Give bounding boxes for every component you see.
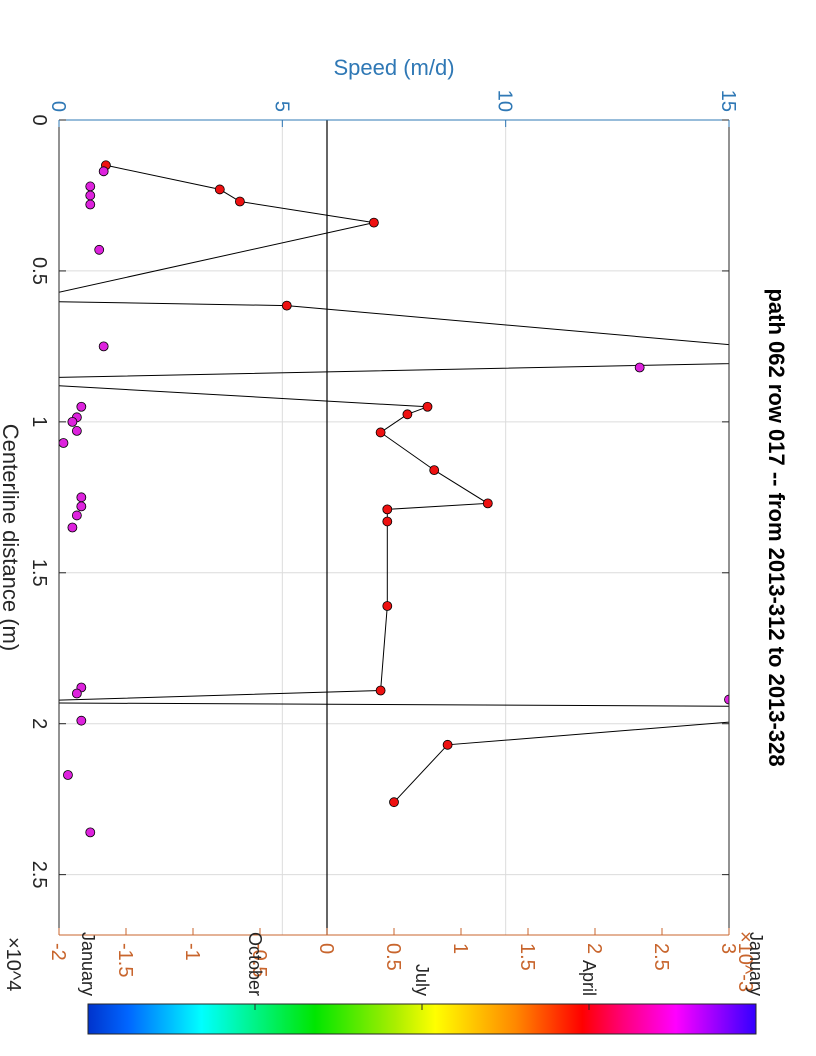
x-tick-label: 1 — [28, 416, 50, 427]
colorbar-label: January — [78, 932, 98, 996]
slope-point — [368, 217, 379, 228]
slope-point — [422, 401, 433, 412]
chart-title: path 062 row 017 -- from 2013-312 to 201… — [764, 288, 789, 766]
speed-point — [94, 244, 105, 255]
colorbar-label: April — [579, 960, 599, 996]
slope-point — [442, 739, 453, 750]
y-tick-label: 10 — [494, 90, 516, 112]
plot-area: 0 0.5 1 1.5 2 2.5 Centerline distance (m) ×10^4… — [0, 55, 789, 1035]
x-tick-label: 2 — [28, 718, 50, 729]
slope-point — [382, 504, 393, 515]
x-axis-label: Centerline distance (m) — [0, 424, 23, 651]
y2-tick-label: 1 — [449, 943, 471, 954]
y-tick-label: 0 — [47, 101, 69, 112]
speed-point — [76, 492, 87, 503]
y2-tick-label: 0.5 — [382, 943, 404, 971]
slope-point — [281, 300, 292, 311]
speed-point — [63, 770, 73, 780]
speed-point — [67, 416, 78, 427]
speed-point — [634, 362, 645, 373]
speed-point — [71, 510, 82, 521]
speed-point — [98, 166, 109, 177]
speed-point — [71, 426, 82, 436]
slope-point — [375, 685, 386, 696]
y-axis-label: Speed (m/d) — [333, 55, 454, 80]
slope-point — [382, 516, 393, 527]
speed-point — [76, 401, 87, 412]
colorbar-label: October — [245, 932, 265, 996]
x-tick-label: 1.5 — [28, 559, 50, 587]
y-tick-label: 15 — [717, 90, 739, 112]
x-tick-label: 0.5 — [28, 257, 50, 285]
slope-point — [429, 465, 440, 476]
y2-tick-label: 0 — [315, 943, 337, 954]
y2-tick-label: -1 — [181, 943, 203, 961]
speed-point — [71, 688, 82, 699]
speed-point — [85, 190, 96, 201]
slope-point — [235, 196, 245, 207]
slope-series-line — [59, 164, 729, 803]
slope-point — [382, 601, 393, 611]
slope-point — [375, 427, 386, 438]
slope-point — [482, 498, 493, 509]
speed-point — [76, 501, 87, 512]
speed-point — [76, 715, 87, 726]
slope-point — [402, 409, 413, 420]
speed-point — [98, 341, 109, 352]
y2-tick-label: 2 — [583, 943, 605, 954]
y-tick-label: 5 — [270, 101, 292, 112]
y2-tick-label: -2 — [47, 943, 69, 961]
speed-point — [85, 199, 96, 210]
y2-tick-label: 1.5 — [516, 943, 538, 971]
y2-tick-label: 2.5 — [650, 943, 672, 971]
slope-point — [214, 184, 225, 195]
x-tick-label: 2.5 — [28, 861, 50, 889]
speed-point — [724, 694, 729, 705]
speed-point — [85, 827, 96, 838]
y2-tick-label: -0.5 — [248, 943, 270, 977]
slope-point — [389, 797, 399, 808]
colorbar-label: July — [412, 964, 432, 996]
speed-point — [85, 181, 96, 192]
y2-tick-label: 3 — [717, 943, 739, 954]
x-tick-label: 0 — [28, 114, 50, 125]
x-exponent-label: ×10^4 — [2, 937, 24, 991]
speed-point — [59, 438, 69, 448]
speed-point — [67, 522, 78, 533]
y2-exponent-label: ×10^-3 — [734, 931, 756, 992]
colorbar-label: January — [746, 932, 766, 996]
y2-tick-label: -1.5 — [114, 943, 136, 977]
